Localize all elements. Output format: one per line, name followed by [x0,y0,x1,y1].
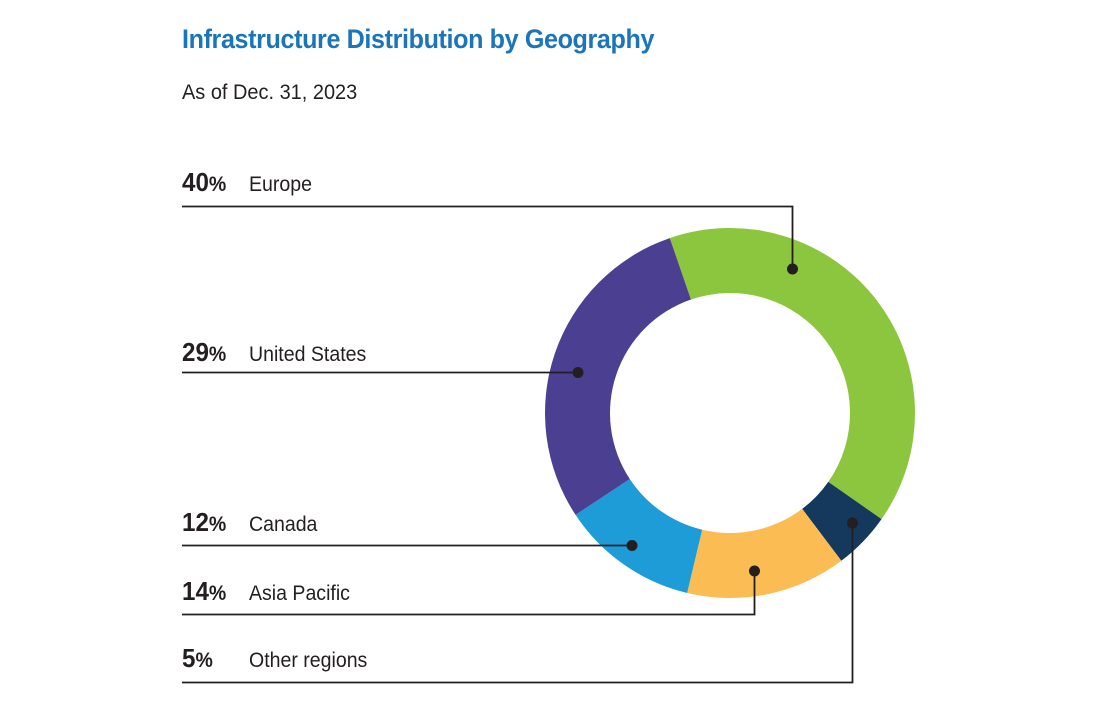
percent-value: 14 [182,576,209,606]
callout-dot-asia-pacific [749,565,760,577]
callout-dot-europe [787,263,798,275]
percent-sign: % [208,582,227,605]
percent-value: 12 [182,507,209,537]
legend-item-canada: 12% Canada [182,507,323,538]
legend-item-other-regions: 5% Other regions [182,643,376,674]
legend-label-united-states: United States [249,343,367,366]
callout-dot-canada [626,540,638,551]
donut-segment-canada [575,479,703,593]
donut-segment-united-states [545,238,691,515]
legend-item-asia-pacific: 14% Asia Pacific [182,576,358,607]
legend-item-europe: 40% Europe [182,167,317,198]
callout-line-europe [182,205,794,269]
percent-sign: % [208,343,227,366]
donut-segment-other-regions [802,481,882,561]
percent-value: 5 [182,643,196,673]
percent-value: 40 [182,167,209,197]
chart-subtitle: As of Dec. 31, 2023 [182,81,358,104]
chart-title: Infrastructure Distribution by Geography [182,24,655,54]
callout-line-asia-pacific [182,571,756,616]
donut-segment-europe [669,228,915,520]
legend-percent-united-states: 29% [182,337,244,368]
percent-sign: % [208,513,227,536]
legend-label-canada: Canada [249,513,318,536]
legend-label-asia-pacific: Asia Pacific [249,582,350,605]
callout-dot-other-regions [847,517,858,529]
donut-segment-asia-pacific [687,508,842,598]
legend-percent-asia-pacific: 14% [182,576,244,607]
legend-item-united-states: 29% United States [182,337,375,368]
callout-dot-united-states [572,367,584,378]
legend-percent-europe: 40% [182,167,244,198]
legend-percent-other-regions: 5% [182,643,244,674]
percent-sign: % [208,173,227,196]
percent-value: 29 [182,337,209,367]
percent-sign: % [195,649,213,672]
callout-line-other-regions [182,523,854,684]
legend-percent-canada: 12% [182,507,244,538]
legend-label-other-regions: Other regions [249,649,368,672]
legend-label-europe: Europe [249,173,312,196]
